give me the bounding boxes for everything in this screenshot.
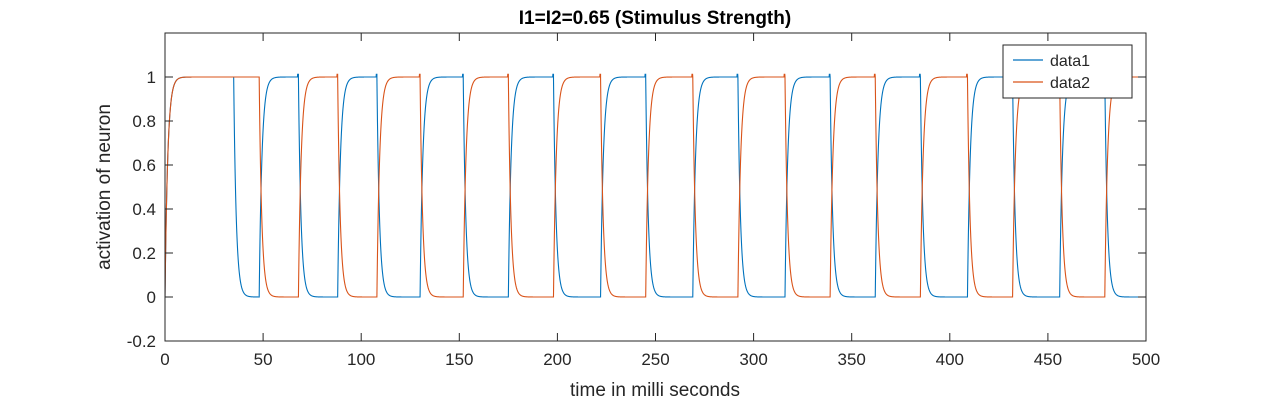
x-tick-label: 300 [739,350,767,369]
y-tick-label: 0.4 [132,200,156,219]
x-tick-label: 50 [254,350,273,369]
y-tick-label: 0 [147,288,156,307]
x-tick-label: 250 [641,350,669,369]
y-tick-label: 0.2 [132,244,156,263]
legend: data1 data2 [1002,44,1133,99]
x-tick-label: 450 [1034,350,1062,369]
y-axis-title: activation of neuron [94,104,115,270]
series-line-data2 [165,73,1146,298]
x-tick-label: 400 [936,350,964,369]
y-tick-label: -0.2 [127,332,156,351]
plot-area [165,33,1146,341]
y-tick-label: 0.8 [132,112,156,131]
y-tick-label: 1 [147,68,156,87]
chart-title: I1=I2=0.65 (Stimulus Strength) [519,8,791,29]
series-layer [165,73,1146,298]
y-tick-label: 0.6 [132,156,156,175]
axes-layer: 0 50 100 150 200 250 300 350 400 450 500-0.200.20.… [127,32,1160,369]
x-tick-label: 0 [160,350,169,369]
x-axis-title: time in milli seconds [570,380,740,401]
x-tick-label: 100 [347,350,375,369]
legend-label-data1: data1 [1050,53,1090,70]
legend-label-data2: data2 [1050,75,1090,92]
x-tick-label: 500 [1132,350,1160,369]
x-tick-label: 200 [543,350,571,369]
x-tick-label: 150 [445,350,473,369]
legend-box [1002,44,1133,99]
series-line-data1 [165,73,1146,298]
x-tick-label: 350 [838,350,866,369]
plot-background [165,33,1146,341]
